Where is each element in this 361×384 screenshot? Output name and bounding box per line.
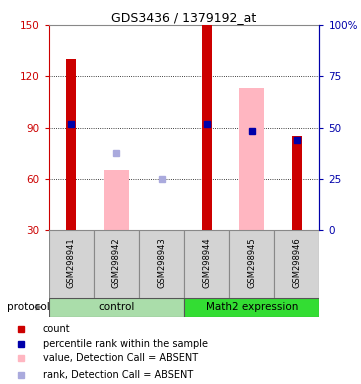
- Title: GDS3436 / 1379192_at: GDS3436 / 1379192_at: [112, 11, 257, 24]
- Bar: [104, 170, 129, 230]
- Bar: [94, 230, 139, 298]
- Bar: [229, 230, 274, 298]
- Text: GSM298945: GSM298945: [247, 237, 256, 288]
- Text: Math2 expression: Math2 expression: [206, 302, 298, 312]
- Text: GSM298943: GSM298943: [157, 237, 166, 288]
- Bar: [202, 25, 212, 230]
- Bar: [49, 298, 184, 317]
- Text: GSM298942: GSM298942: [112, 237, 121, 288]
- Text: GSM298944: GSM298944: [202, 237, 211, 288]
- Bar: [184, 298, 319, 317]
- Text: GSM298941: GSM298941: [67, 237, 76, 288]
- Bar: [49, 230, 94, 298]
- Bar: [239, 88, 264, 230]
- Bar: [184, 230, 229, 298]
- Bar: [274, 230, 319, 298]
- Bar: [139, 230, 184, 298]
- Bar: [292, 136, 302, 230]
- Text: value, Detection Call = ABSENT: value, Detection Call = ABSENT: [43, 353, 198, 364]
- Text: control: control: [98, 302, 135, 312]
- Bar: [66, 59, 76, 230]
- Text: GSM298946: GSM298946: [292, 237, 301, 288]
- Text: percentile rank within the sample: percentile rank within the sample: [43, 339, 208, 349]
- Text: count: count: [43, 324, 70, 334]
- Text: rank, Detection Call = ABSENT: rank, Detection Call = ABSENT: [43, 369, 193, 380]
- Text: protocol: protocol: [7, 302, 50, 312]
